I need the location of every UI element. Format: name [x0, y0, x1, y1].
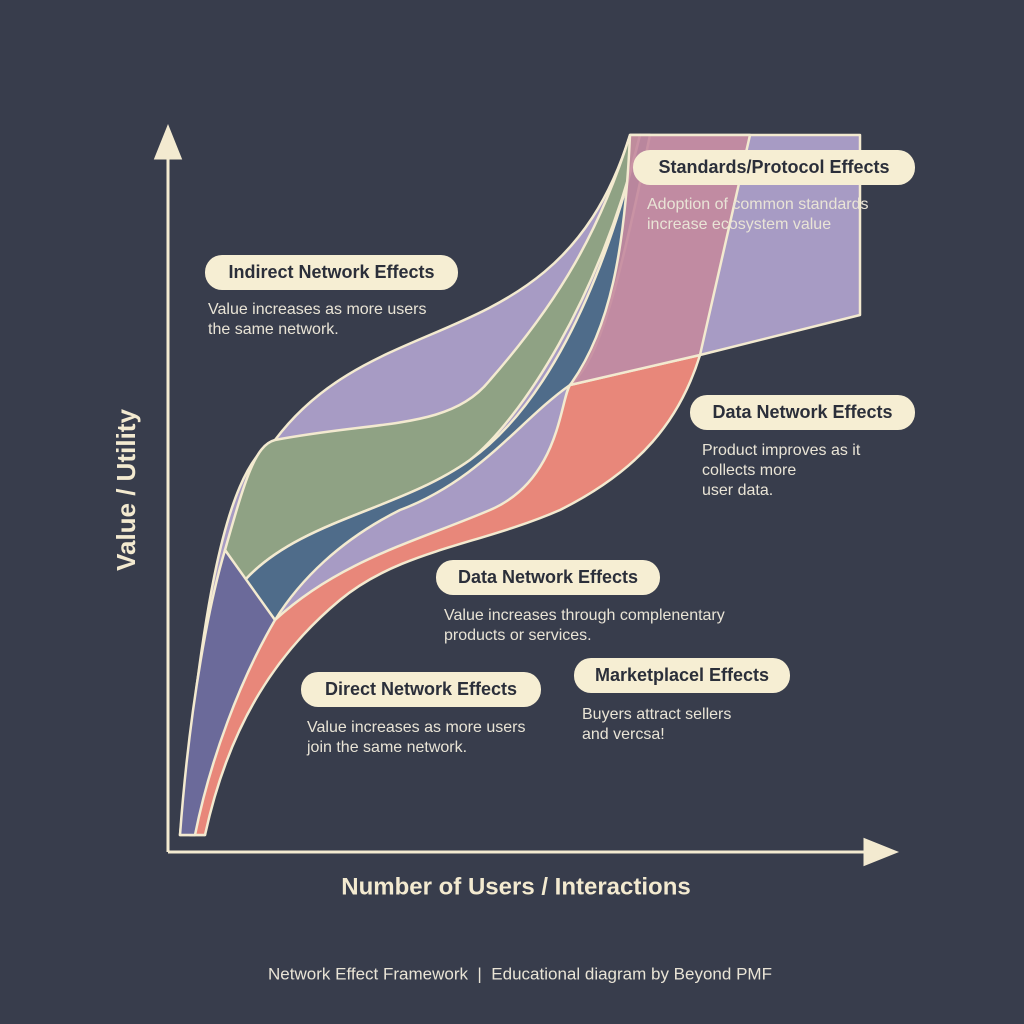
label-description: Buyers attract sellers: [582, 706, 731, 723]
label-description: collects more: [702, 462, 796, 479]
label-description: Value increases as more users: [307, 719, 525, 736]
label-pill: [633, 150, 915, 185]
label-pill: [690, 395, 915, 430]
label-description: Value increases through complenentary: [444, 607, 725, 624]
label-title: Standards/Protocol Effects: [658, 157, 889, 177]
label-description: user data.: [702, 482, 773, 499]
footer: Network Effect Framework | Educational d…: [268, 964, 772, 983]
axes: [153, 123, 900, 867]
label-pill: [301, 672, 541, 707]
label-description: increase ecosystem value: [647, 216, 831, 233]
label-description: Product improves as it: [702, 442, 861, 459]
y-axis-label: Value / Utility: [111, 409, 141, 571]
label-pill: [205, 255, 458, 290]
label-description: products or services.: [444, 627, 592, 644]
label-pill: [574, 658, 790, 693]
label-title: Direct Network Effects: [325, 679, 517, 699]
y-arrow: [153, 123, 183, 160]
x-axis-label: Number of Users / Interactions: [341, 873, 690, 900]
label-title: Marketplacel Effects: [595, 665, 769, 685]
band-pink: [568, 133, 752, 387]
label-title: Data Network Effects: [458, 567, 638, 587]
label-pill: [436, 560, 660, 595]
label-title: Indirect Network Effects: [228, 262, 434, 282]
x-arrow: [863, 837, 900, 867]
label-description: the same network.: [208, 321, 339, 338]
label-title: Data Network Effects: [712, 402, 892, 422]
band-dark-purple: [178, 548, 277, 837]
label-description: Adoption of common standards: [647, 196, 868, 213]
label-description: Value increases as more users: [208, 301, 426, 318]
label-description: join the same network.: [306, 739, 467, 756]
label-description: and vercsa!: [582, 726, 665, 743]
